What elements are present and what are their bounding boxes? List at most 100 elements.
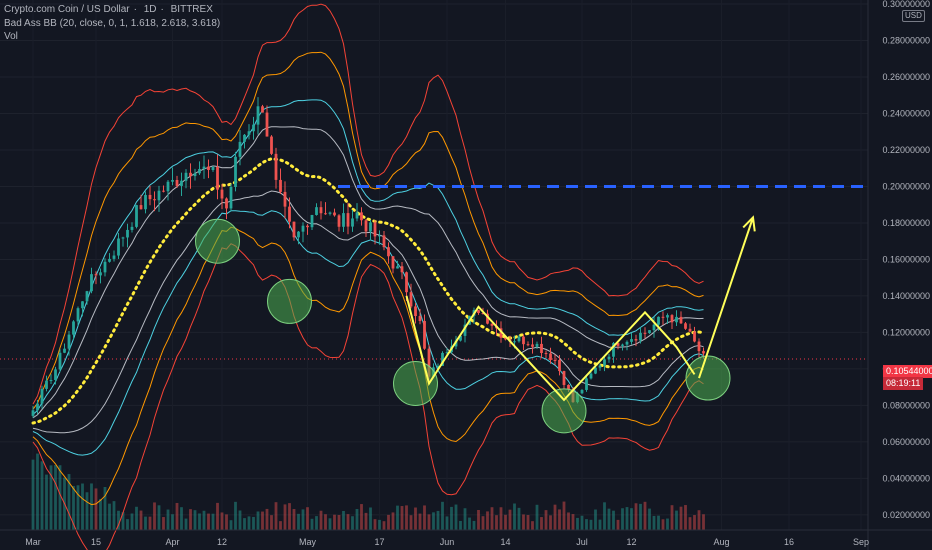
price-axis[interactable]: 0.30000000 0.28000000 0.26000000 0.24000000… <box>867 0 930 550</box>
candle-body <box>400 266 404 273</box>
candle-body <box>121 237 125 239</box>
candle-body <box>598 365 602 368</box>
candle-body <box>198 168 201 174</box>
pattern-zigzag-line <box>405 295 696 402</box>
candle-body <box>49 380 53 382</box>
candle <box>117 232 120 259</box>
candle <box>387 242 390 264</box>
indicator-legend[interactable]: Bad Ass BB (20, close, 0, 1, 1.618, 2.61… <box>4 18 221 29</box>
candle <box>45 375 48 392</box>
candle <box>40 385 44 409</box>
volume-legend[interactable]: Vol <box>4 31 18 42</box>
time-tick-label: 15 <box>91 537 101 547</box>
candle-body <box>585 378 588 390</box>
candle <box>126 223 129 248</box>
candle <box>202 155 206 179</box>
candle-body <box>279 179 282 192</box>
candle-body <box>94 274 98 276</box>
candle-body <box>193 173 197 177</box>
candle <box>463 318 467 343</box>
volume-bar <box>279 521 282 530</box>
volume-bar <box>576 517 579 530</box>
time-tick-label: 16 <box>784 537 794 547</box>
candle-body <box>369 222 372 232</box>
volume-bar <box>220 512 224 530</box>
candle <box>351 209 354 232</box>
candle-body <box>72 321 75 335</box>
volume-bar <box>297 513 300 530</box>
candle-body <box>517 336 521 342</box>
candle-body <box>652 324 656 331</box>
candle <box>378 230 381 245</box>
time-tick-label: Jun <box>440 537 455 547</box>
candle-body <box>256 106 260 125</box>
candle-body <box>621 344 624 346</box>
volume-bar <box>643 501 647 530</box>
candle-body <box>54 369 57 381</box>
drawn-annotations[interactable] <box>195 215 756 434</box>
candle-body <box>135 205 138 227</box>
candle <box>697 338 701 358</box>
candle <box>99 268 102 284</box>
volume-bar <box>135 506 138 530</box>
volume-bar <box>144 516 147 530</box>
candle-body <box>477 310 480 314</box>
candle-body <box>486 313 489 324</box>
candle-body <box>108 258 111 262</box>
time-tick-label: Aug <box>713 537 729 547</box>
volume-bar <box>288 503 291 530</box>
candle-body <box>171 179 174 182</box>
volume-bar <box>603 502 606 530</box>
volume-bar <box>229 520 233 530</box>
candle <box>391 255 395 274</box>
candle-body <box>702 351 705 354</box>
candle <box>211 165 215 172</box>
volume-bar <box>112 501 116 530</box>
candle <box>274 147 278 189</box>
volume-bar <box>45 474 48 530</box>
band-upper <box>32 126 704 419</box>
volume-bar <box>549 515 552 530</box>
forecast-arrow-line <box>698 217 754 379</box>
candle <box>247 124 251 140</box>
candle-body <box>445 352 449 354</box>
candle-body <box>648 330 651 334</box>
candle <box>544 350 548 359</box>
volume-bar <box>58 465 62 530</box>
candle-body <box>238 141 242 157</box>
volume-bar <box>216 502 219 530</box>
candle-body <box>58 352 62 370</box>
volume-bar <box>301 509 305 530</box>
candle-body <box>36 403 39 411</box>
candle-body <box>202 166 206 169</box>
volume-bar <box>522 514 525 530</box>
candle <box>553 354 557 366</box>
candle <box>85 290 89 305</box>
time-axis[interactable]: Mar 15 Apr 12 May 17 Jun 14 Jul 12 Aug 16 Sep <box>0 529 932 547</box>
candle-body <box>594 367 597 374</box>
volume-bar <box>513 503 516 530</box>
candle <box>373 220 377 245</box>
volume-bar <box>126 519 129 530</box>
price-tick-label: 0.04000000 <box>882 473 930 483</box>
candle <box>558 354 561 376</box>
candle-body <box>270 136 273 154</box>
candle <box>58 349 62 373</box>
volume-bar <box>85 492 89 530</box>
candle-body <box>459 335 462 341</box>
candle-body <box>657 316 660 325</box>
volume-bar <box>369 507 372 530</box>
volume-bar <box>571 514 575 530</box>
candle <box>400 261 404 280</box>
volume-bar <box>103 486 107 530</box>
volume-bar <box>594 509 597 530</box>
candle <box>189 163 192 189</box>
candle <box>153 191 156 212</box>
volume-bar <box>319 510 323 530</box>
candle <box>328 211 332 216</box>
price-tick-label: 0.30000000 <box>882 0 930 9</box>
volume-bar <box>162 517 165 530</box>
volume-bar <box>612 510 615 530</box>
candle <box>270 135 273 156</box>
